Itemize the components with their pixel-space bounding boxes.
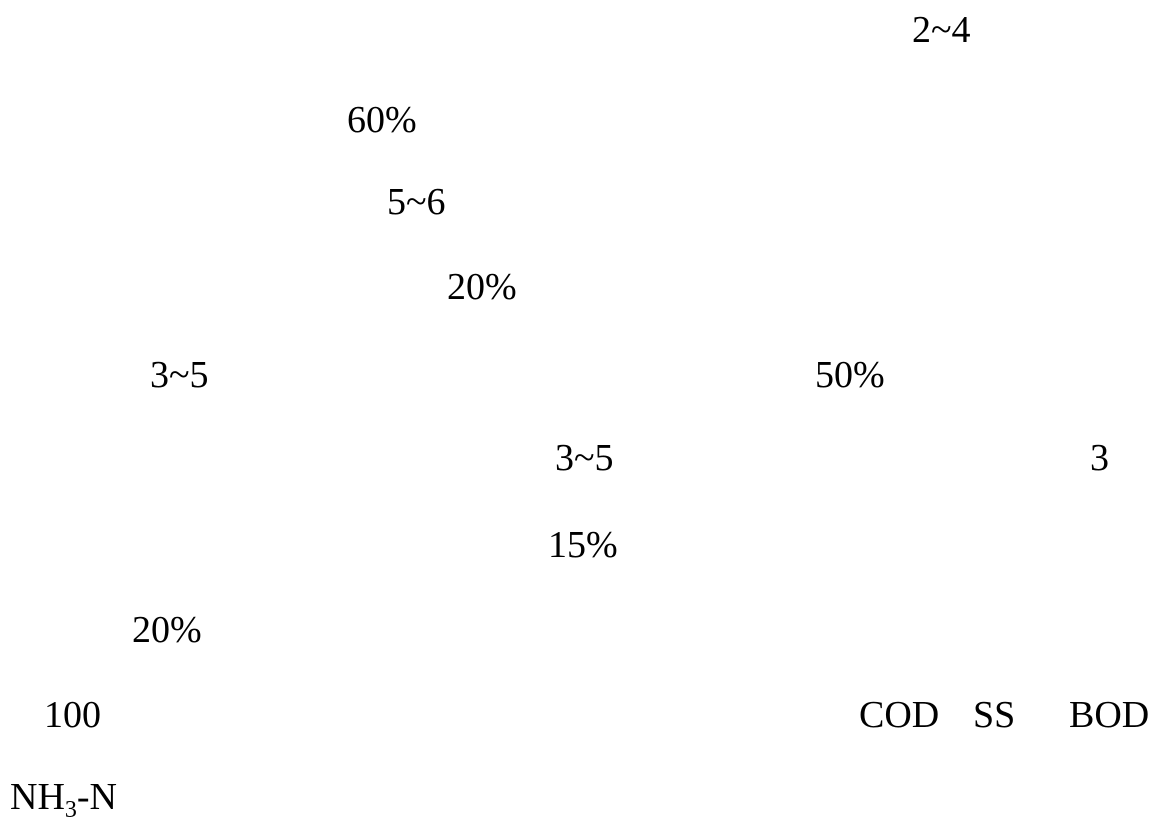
text-fragment-ss: SS xyxy=(973,694,1016,736)
text-fragment-bod: BOD xyxy=(1069,694,1150,736)
text-fragment: 3~5 xyxy=(555,437,614,479)
text-fragment: 2~4 xyxy=(912,9,971,51)
text-fragment: 5~6 xyxy=(387,181,446,223)
text-fragment: 60% xyxy=(347,99,417,141)
nh3n-tail: -N xyxy=(76,776,117,818)
text-fragment: 20% xyxy=(132,609,202,651)
nh3n-main: NH xyxy=(10,776,65,818)
text-fragment: 3~5 xyxy=(150,354,209,396)
text-fragment-nh3n: NH3-N xyxy=(10,775,117,824)
text-fragment: 100 xyxy=(44,694,101,736)
text-fragment: 20% xyxy=(447,266,517,308)
text-fragment: 3 xyxy=(1090,437,1109,479)
text-fragment: 50% xyxy=(815,354,885,396)
text-fragment-cod: COD xyxy=(859,694,940,736)
text-fragment: 15% xyxy=(548,524,618,566)
nh3n-subscript: 3 xyxy=(64,797,77,823)
